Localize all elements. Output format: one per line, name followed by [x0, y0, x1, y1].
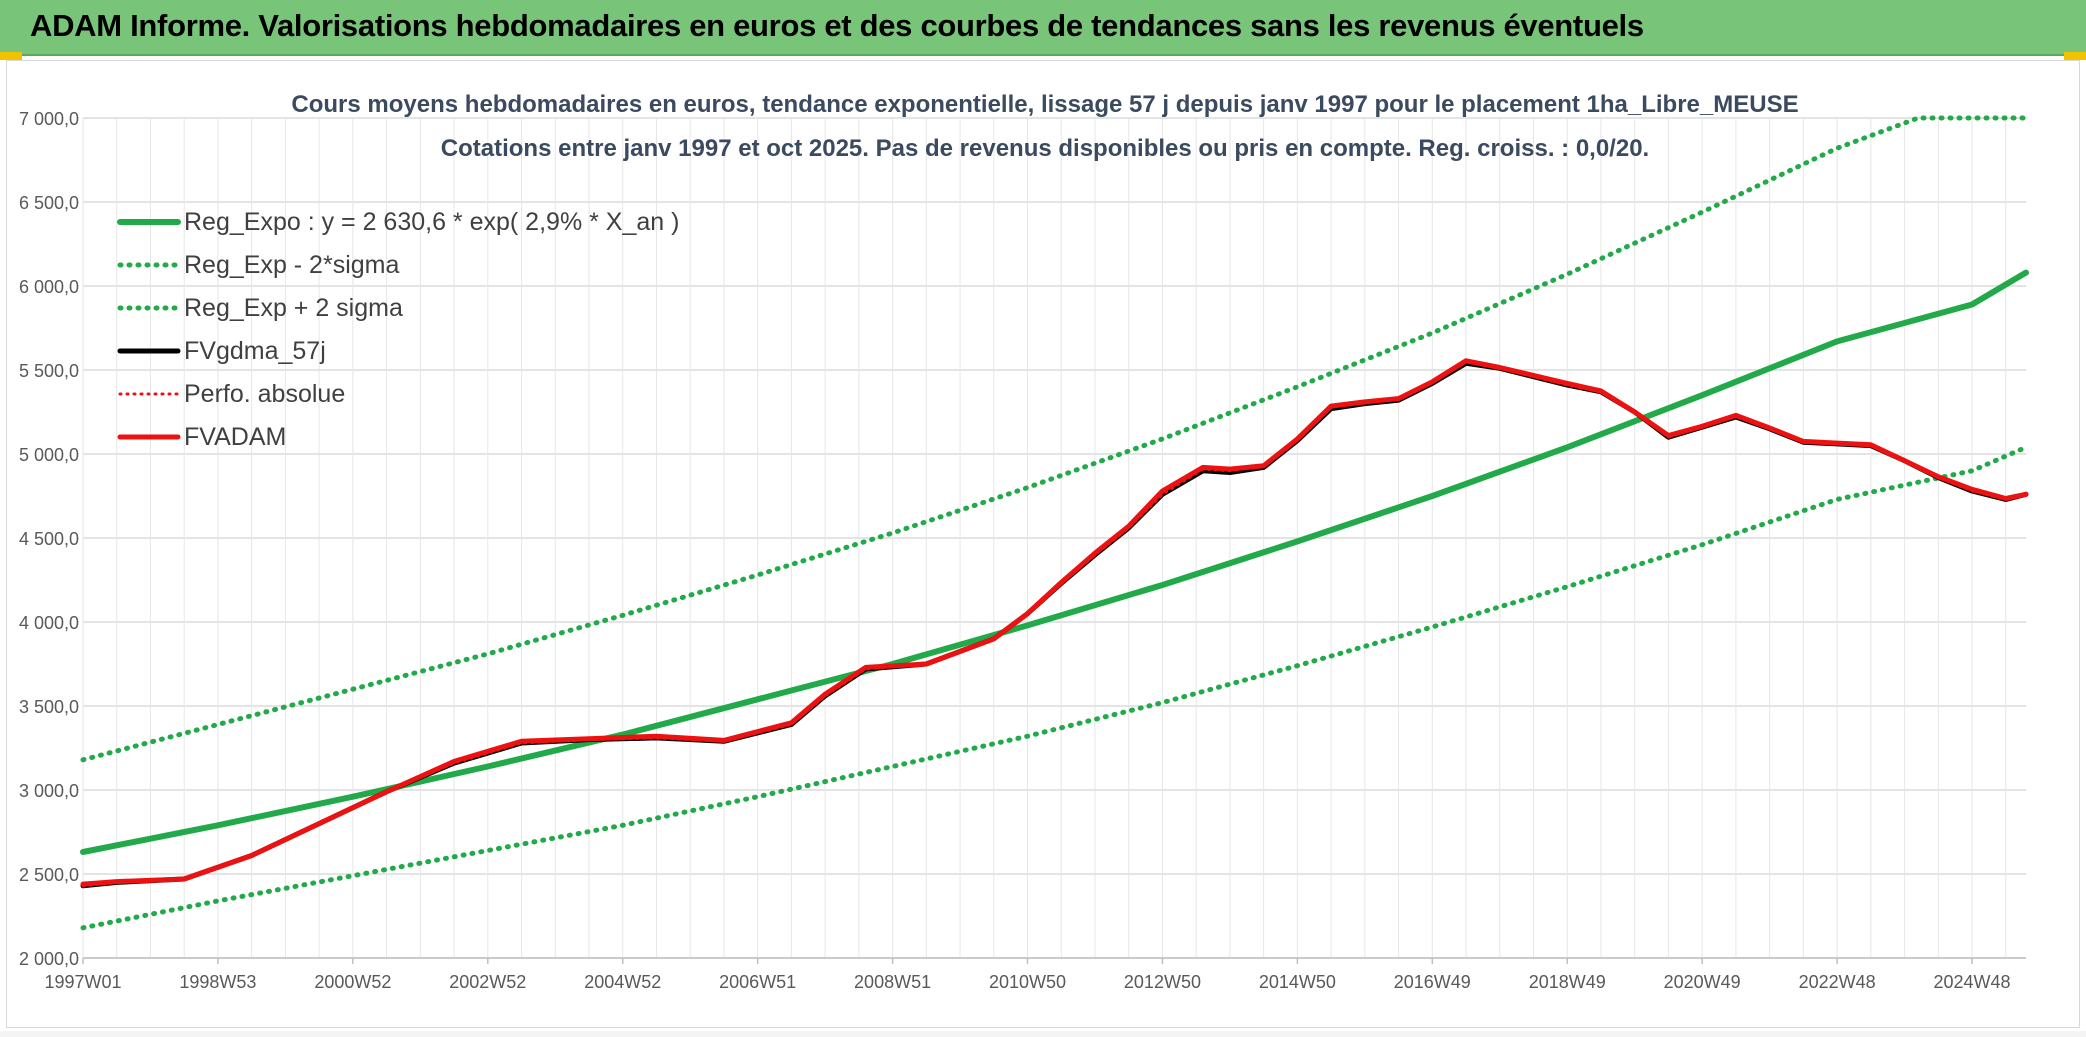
legend-label-reg-expo-y-2-630-6-exp-2-9-x-an: Reg_Expo : y = 2 630,6 * exp( 2,9% * X_a…	[184, 208, 679, 236]
chart-frame	[6, 60, 2080, 1028]
x-tick-label: 2016W49	[1394, 972, 1471, 992]
y-tick-label: 5 000,0	[19, 445, 79, 465]
series-line-fvadam	[80, 358, 2029, 887]
series-line-reg-expo-y-2-630-6-exp-2-9-x-an	[80, 269, 2029, 855]
y-tick-label: 4 500,0	[19, 529, 79, 549]
y-tick-label: 3 500,0	[19, 697, 79, 717]
grid-layer	[82, 117, 2026, 959]
corner-accent-left	[0, 52, 22, 60]
series-line-reg-exp-2-sigma	[80, 444, 2029, 931]
y-tick-label: 2 000,0	[19, 949, 79, 969]
y-tick-label: 5 500,0	[19, 361, 79, 381]
page-title: ADAM Informe. Valorisations hebdomadaire…	[30, 8, 1644, 43]
y-tick-label: 3 000,0	[19, 781, 79, 801]
legend: Reg_Expo : y = 2 630,6 * exp( 2,9% * X_a…	[117, 208, 679, 451]
y-tick-label: 6 000,0	[19, 277, 79, 297]
x-tick-label: 1997W01	[44, 972, 121, 992]
x-tick-label: 2006W51	[719, 972, 796, 992]
x-tick-label: 2012W50	[1124, 972, 1201, 992]
corner-accent-right	[2064, 52, 2086, 60]
series-line-reg-exp-2-sigma	[80, 115, 2029, 763]
x-tick-label: 1998W53	[179, 972, 256, 992]
x-tick-label: 2020W49	[1664, 972, 1741, 992]
chart-title-line2: Cotations entre janv 1997 et oct 2025. P…	[441, 135, 1649, 162]
legend-label-reg-exp-2-sigma: Reg_Exp - 2*sigma	[184, 251, 399, 279]
legend-label-reg-exp-2-sigma: Reg_Exp + 2 sigma	[184, 294, 403, 322]
x-tick-label: 2014W50	[1259, 972, 1336, 992]
x-tick-label: 2018W49	[1529, 972, 1606, 992]
y-tick-label: 6 500,0	[19, 193, 79, 213]
x-tick-label: 2004W52	[584, 972, 661, 992]
y-tick-label: 4 000,0	[19, 613, 79, 633]
series-layer	[80, 115, 2029, 931]
chart-title-line1: Cours moyens hebdomadaires en euros, ten…	[291, 91, 1798, 118]
axis-layer: 2 000,0 2 500,0 3 000,0 3 500,0 4 000,0 4 500…	[19, 109, 2026, 992]
x-tick-label: 2002W52	[449, 972, 526, 992]
legend-label-perfo-absolue: Perfo. absolue	[184, 380, 345, 408]
x-tick-label: 2010W50	[989, 972, 1066, 992]
legend-label-fvadam: FVADAM	[184, 423, 286, 451]
y-tick-label: 7 000,0	[19, 109, 79, 129]
bottom-strip	[0, 1031, 2086, 1037]
y-tick-label: 2 500,0	[19, 865, 79, 885]
series-line-fvgdma-57j	[80, 360, 2029, 889]
legend-label-fvgdma-57j: FVgdma_57j	[184, 337, 326, 365]
header-bar: ADAM Informe. Valorisations hebdomadaire…	[0, 0, 2086, 56]
x-tick-label: 2024W48	[1933, 972, 2010, 992]
x-tick-label: 2000W52	[314, 972, 391, 992]
series-line-perfo-absolue	[81, 360, 2028, 888]
x-tick-label: 2022W48	[1799, 972, 1876, 992]
x-tick-label: 2008W51	[854, 972, 931, 992]
